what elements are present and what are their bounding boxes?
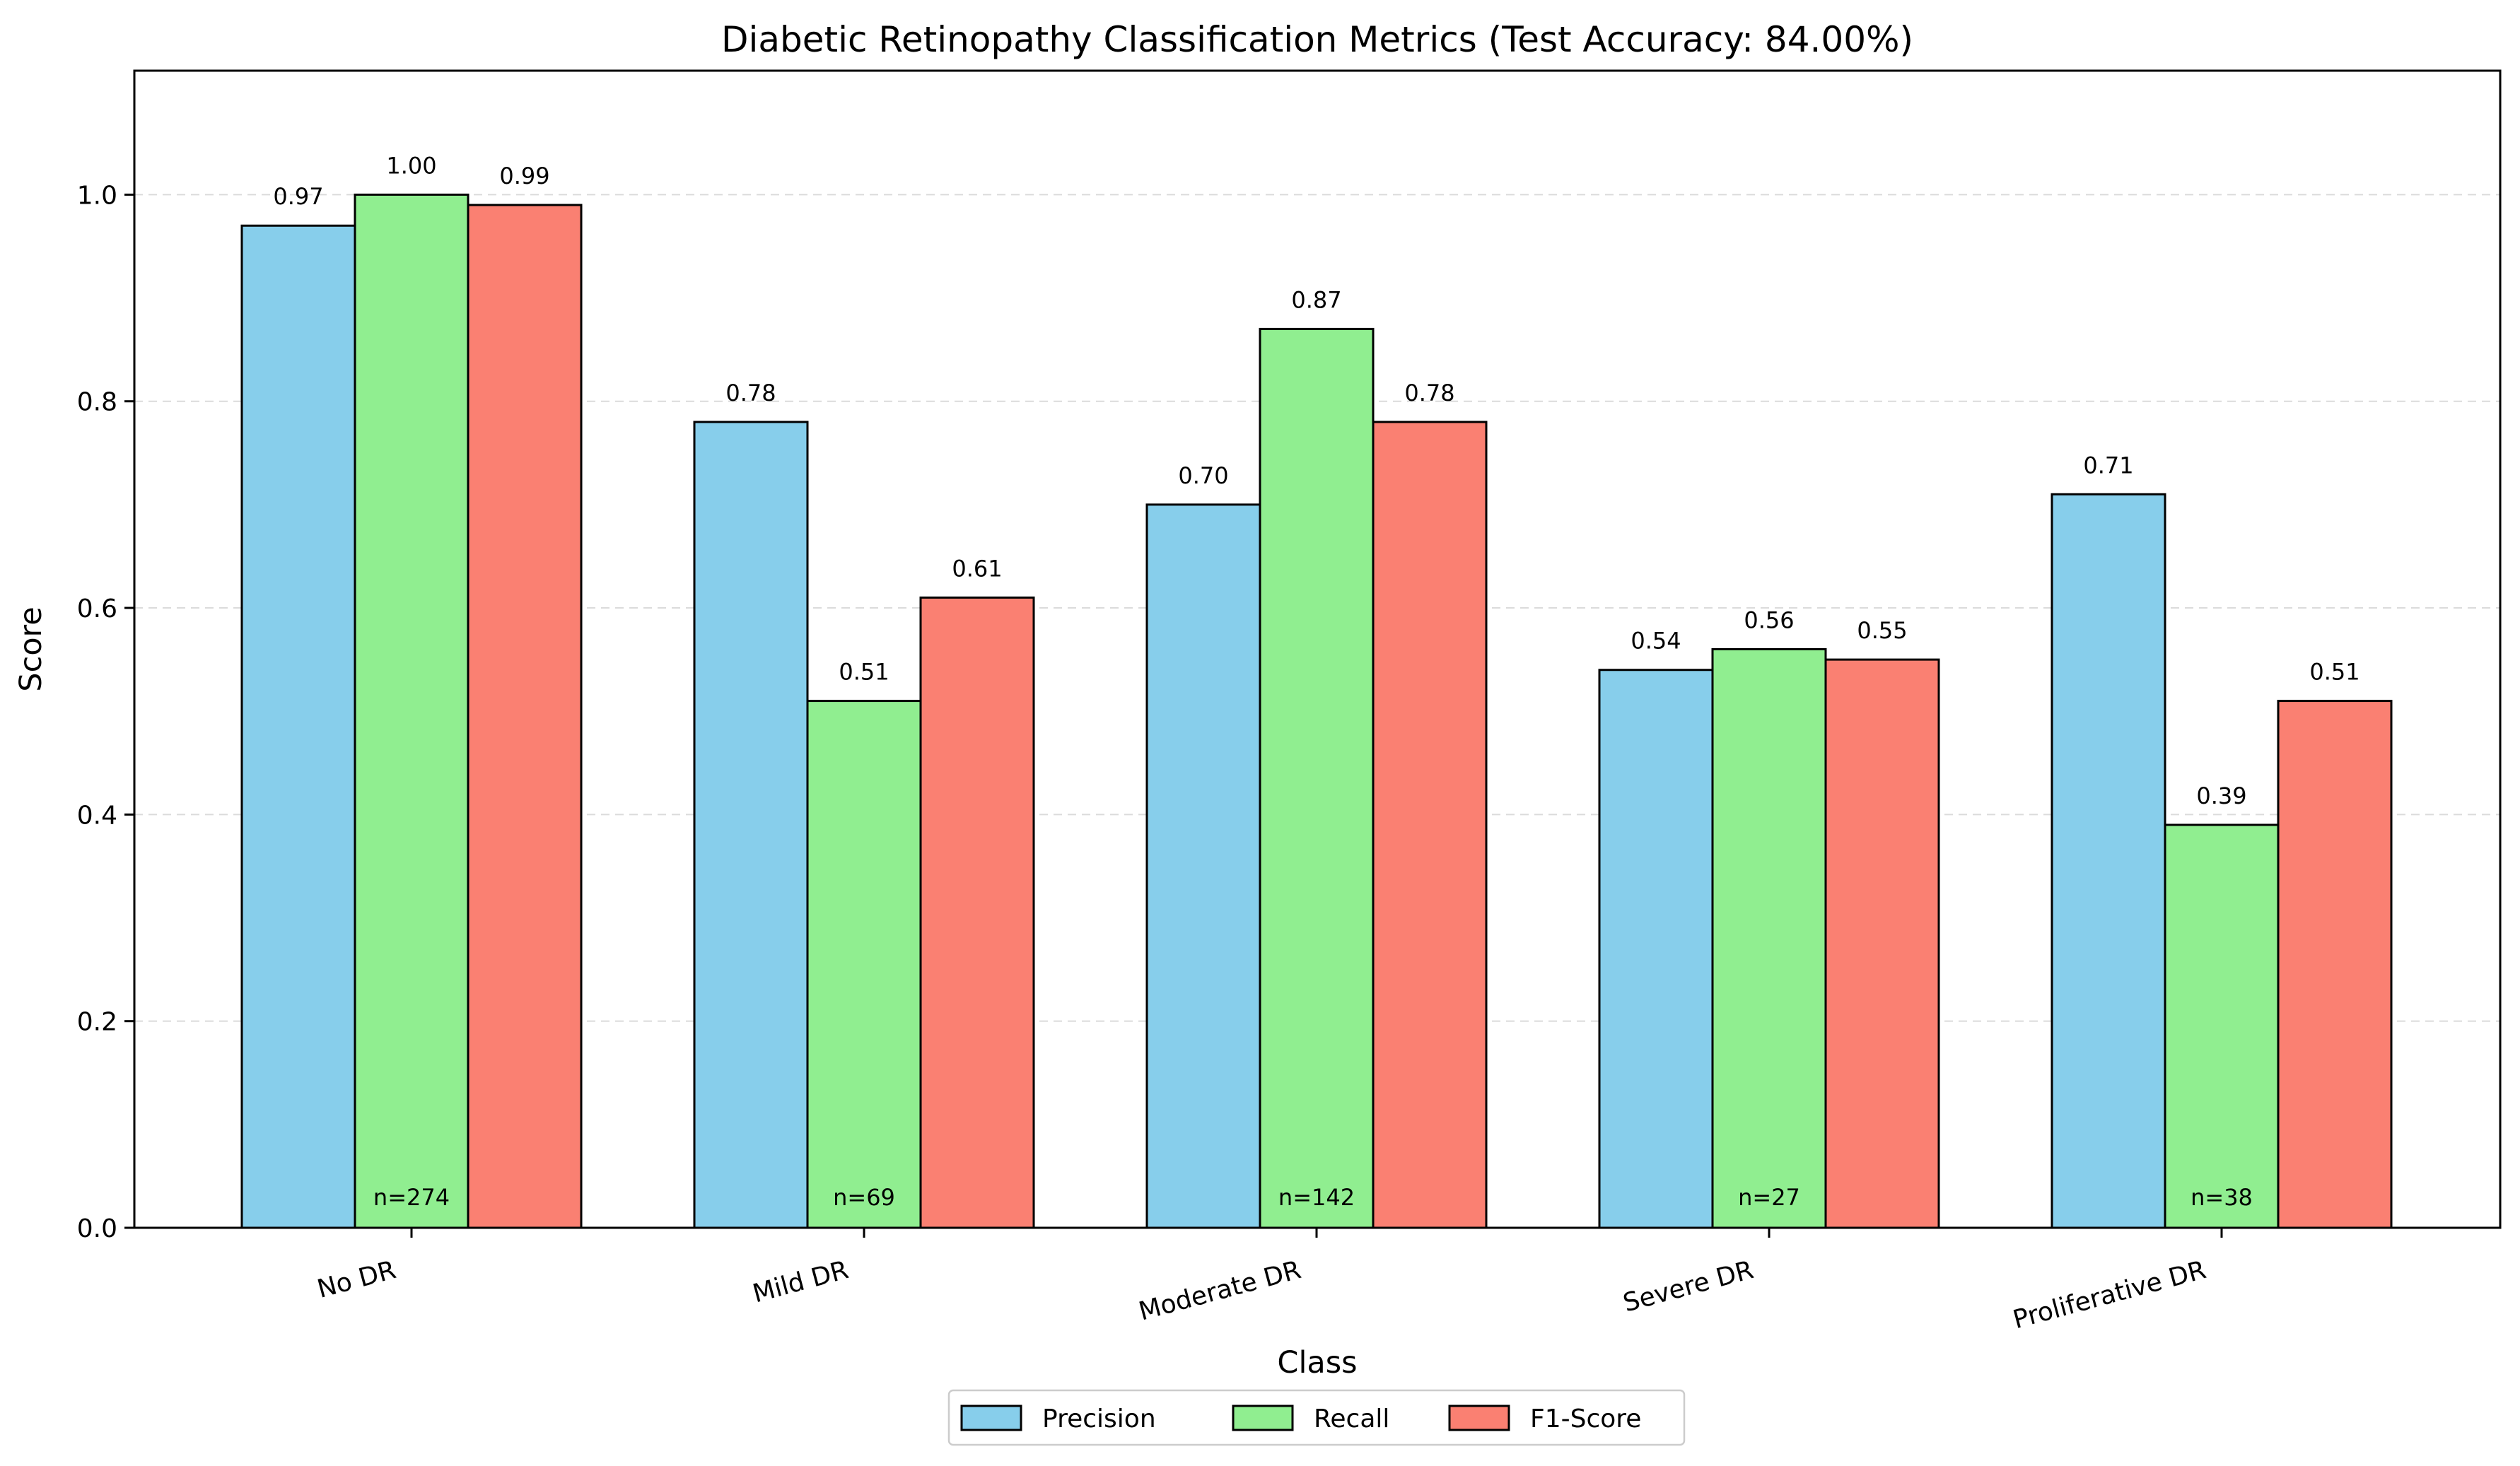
x-axis: No DR Mild DR Moderate DR Severe DR Prolifer…	[314, 1228, 2223, 1335]
bar-value-label: 0.54	[1631, 628, 1681, 655]
y-tick-label: 0.8	[77, 388, 117, 417]
bars	[240, 193, 2393, 1229]
x-tick-label: Proliferative DR	[2010, 1255, 2210, 1335]
bar-value-label: 0.56	[1744, 607, 1794, 634]
legend-label: Precision	[1042, 1405, 1156, 1433]
bar-f1-score-no-dr	[467, 204, 583, 1229]
bar-value-label: 0.55	[1857, 617, 1907, 644]
bar-value-label: 0.97	[273, 183, 323, 210]
sample-count-label: n=27	[1738, 1184, 1800, 1211]
x-tick-label: Moderate DR	[1136, 1255, 1304, 1327]
bar-precision-severe-dr	[1598, 669, 1714, 1229]
y-tick-label: 0.6	[77, 594, 117, 623]
bar-value-label: 0.87	[1291, 286, 1341, 313]
legend-frame	[947, 1389, 1686, 1446]
x-axis-title: Class	[1277, 1345, 1357, 1380]
sample-count-label: n=38	[2191, 1184, 2253, 1211]
sample-count-label: n=274	[373, 1184, 450, 1211]
x-tick-label: Mild DR	[749, 1255, 851, 1308]
sample-count-label: n=69	[833, 1184, 895, 1211]
x-tick-label: No DR	[314, 1255, 399, 1304]
bar-value-label: 0.78	[1404, 380, 1454, 406]
bar-value-label: 0.61	[952, 555, 1002, 582]
bar-recall-moderate-dr	[1259, 327, 1375, 1229]
bar-value-label: 0.51	[2309, 659, 2359, 686]
y-tick-label: 0.4	[77, 801, 117, 830]
bar-f1-score-mild-dr	[919, 596, 1035, 1229]
bar-recall-severe-dr	[1711, 648, 1827, 1229]
y-tick-label: 0.0	[77, 1214, 117, 1243]
legend-swatch	[1232, 1405, 1294, 1431]
legend: Precision Recall F1-Score	[947, 1389, 1686, 1446]
bar-precision-no-dr	[240, 224, 356, 1229]
y-axis-title: Score	[13, 606, 49, 691]
data-labels: 0.97 1.00 0.99 n=274 0.78 0.51 0.61 n=69 0.70 0.8…	[273, 152, 2359, 1211]
sample-count-label: n=142	[1278, 1184, 1355, 1211]
bar-value-label: 0.51	[839, 659, 889, 686]
chart-title: Diabetic Retinopathy Classification Metr…	[721, 19, 1913, 60]
legend-swatch	[960, 1405, 1022, 1431]
bar-precision-proliferative-dr	[2051, 493, 2166, 1229]
y-axis: 0.0 0.2 0.4 0.6 0.8 1.0	[77, 181, 134, 1243]
bar-f1-score-proliferative-dr	[2277, 700, 2393, 1229]
bar-recall-mild-dr	[806, 700, 922, 1229]
bar-value-label: 0.70	[1178, 462, 1228, 489]
bar-f1-score-severe-dr	[1824, 658, 1940, 1229]
bar-value-label: 1.00	[386, 152, 436, 179]
bar-recall-no-dr	[354, 193, 469, 1229]
y-tick-label: 0.2	[77, 1008, 117, 1037]
x-tick-label: Severe DR	[1620, 1255, 1756, 1318]
bar-value-label: 0.39	[2196, 782, 2246, 809]
legend-swatch	[1448, 1405, 1510, 1431]
bar-precision-mild-dr	[693, 421, 809, 1229]
bar-value-label: 0.99	[499, 163, 549, 189]
bar-precision-moderate-dr	[1145, 503, 1261, 1229]
bar-f1-score-moderate-dr	[1372, 421, 1488, 1229]
bar-value-label: 0.78	[725, 380, 776, 406]
y-tick-label: 1.0	[77, 181, 117, 210]
legend-label: Recall	[1314, 1405, 1389, 1433]
legend-label: F1-Score	[1530, 1405, 1641, 1433]
bar-recall-proliferative-dr	[2164, 823, 2280, 1229]
bar-value-label: 0.71	[2083, 452, 2133, 479]
